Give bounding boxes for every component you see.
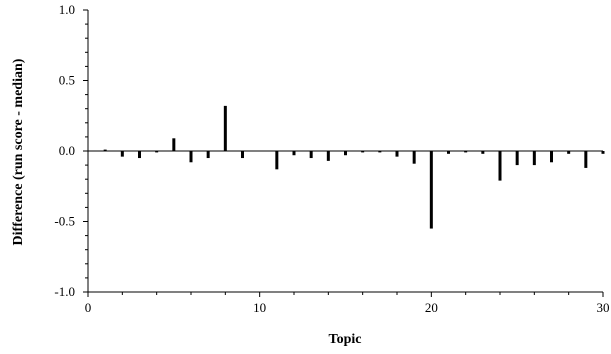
bar-topic-17 [378,151,382,153]
x-tick-label: 10 [253,300,266,315]
bar-topic-2 [120,151,124,157]
bar-topic-19 [412,151,416,164]
bar-topic-15 [344,151,347,156]
bar-topic-11 [275,151,279,170]
x-axis-title: Topic [329,332,362,347]
bar-topic-4 [155,151,159,153]
bar-topic-1 [103,149,107,151]
y-tick-label: 1.0 [59,2,75,17]
bar-topic-9 [241,151,244,159]
y-axis-title: Difference (run score - median) [11,58,26,245]
x-tick-label: 20 [425,300,438,315]
bar-topic-24 [498,151,502,181]
bar-topic-13 [309,151,313,159]
bar-topic-27 [550,151,553,163]
bar-topic-18 [395,151,399,157]
x-tick-label: 0 [85,300,92,315]
bar-topic-5 [172,138,176,151]
bar-topic-21 [447,151,450,154]
bar-topic-25 [515,151,519,166]
y-tick-label: -1.0 [54,284,75,299]
bar-topic-14 [326,151,330,161]
bar-topic-16 [361,151,365,153]
bar-topic-23 [481,151,485,154]
bar-topic-3 [138,151,141,159]
bar-topic-7 [206,151,210,159]
y-tick-label: 0.5 [59,73,75,88]
bar-topic-12 [292,151,296,156]
bar-topic-30 [601,151,605,154]
bar-topic-28 [567,151,571,154]
plot-area: -1.0 -0.5 0.0 0.5 1.0 0 10 20 30 [54,2,609,315]
y-tick-label: 0.0 [59,143,75,158]
x-tick-label: 30 [597,300,610,315]
bar-topic-8 [223,105,227,151]
bar-topic-20 [429,151,433,229]
bar-topic-6 [189,151,193,163]
y-tick-label: -0.5 [54,214,75,229]
bar-topic-22 [464,151,468,153]
bar-topic-26 [532,151,536,166]
bar-topic-29 [584,151,588,168]
